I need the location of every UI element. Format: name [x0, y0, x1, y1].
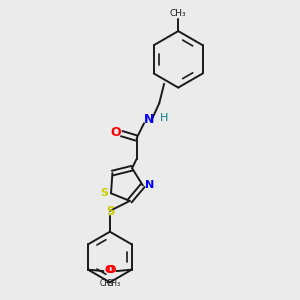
Text: H: H: [160, 113, 168, 123]
Text: S: S: [106, 205, 115, 218]
Text: N: N: [144, 113, 154, 126]
Text: CH₃: CH₃: [106, 278, 121, 287]
Text: CH₃: CH₃: [170, 9, 187, 18]
Text: N: N: [145, 180, 154, 190]
Text: O: O: [110, 126, 121, 139]
Text: CH₃: CH₃: [99, 278, 113, 287]
Text: O: O: [104, 265, 114, 275]
Text: S: S: [100, 188, 109, 198]
Text: O: O: [106, 265, 116, 275]
